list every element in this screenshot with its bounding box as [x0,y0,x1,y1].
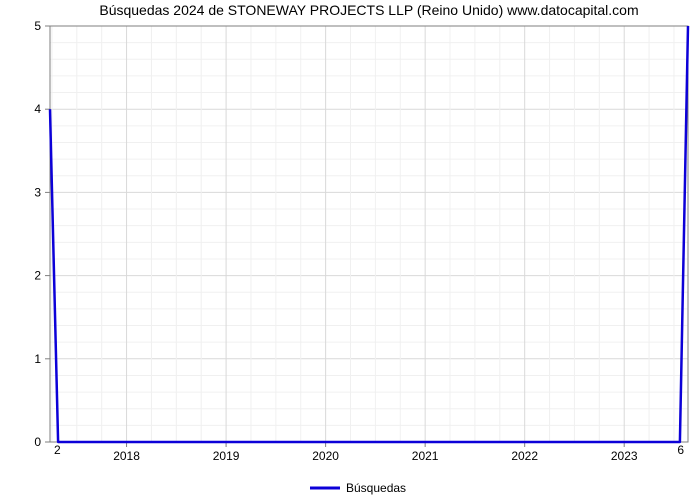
y-tick-label: 2 [34,269,41,283]
x-tick-label: 2021 [412,449,439,463]
x-tick-label: 2019 [213,449,240,463]
x-tick-label: 2020 [312,449,339,463]
x-tick-label: 2022 [511,449,538,463]
y-tick-label: 3 [34,185,41,199]
y-tick-label: 0 [34,435,41,449]
x-tick-label: 2023 [611,449,638,463]
y-tick-label: 1 [34,352,41,366]
x-tick-label: 2018 [113,449,140,463]
chart-title: Búsquedas 2024 de STONEWAY PROJECTS LLP … [99,2,638,18]
searches-line-chart: Búsquedas 2024 de STONEWAY PROJECTS LLP … [0,0,700,500]
legend-label: Búsquedas [346,481,406,495]
y-tick-label: 5 [34,19,41,33]
x-edge-label-right: 6 [677,443,684,457]
x-edge-label-left: 2 [54,443,61,457]
y-tick-label: 4 [34,102,41,116]
